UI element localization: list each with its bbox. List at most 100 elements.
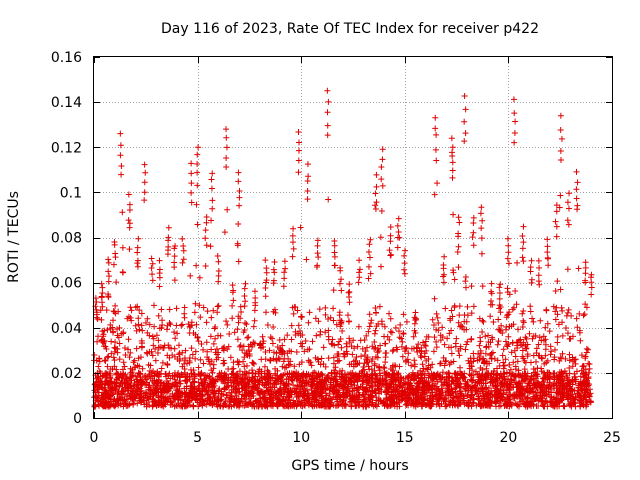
data-point bbox=[334, 353, 341, 360]
data-point bbox=[315, 254, 322, 261]
data-point bbox=[215, 349, 222, 356]
data-point bbox=[445, 344, 452, 351]
data-point bbox=[332, 394, 339, 401]
data-point bbox=[225, 343, 232, 350]
data-point bbox=[520, 308, 527, 315]
data-point bbox=[214, 309, 221, 316]
data-point bbox=[575, 384, 582, 391]
data-point bbox=[432, 372, 439, 379]
data-point bbox=[99, 373, 106, 380]
data-point bbox=[346, 339, 353, 346]
data-point bbox=[548, 389, 555, 396]
data-point bbox=[388, 380, 395, 387]
data-point bbox=[273, 356, 280, 363]
data-point bbox=[181, 366, 188, 373]
data-point bbox=[287, 399, 294, 406]
data-point bbox=[240, 329, 247, 336]
data-point bbox=[577, 373, 584, 380]
data-point bbox=[378, 208, 385, 215]
data-point bbox=[251, 361, 258, 368]
data-point bbox=[179, 259, 186, 266]
data-point bbox=[315, 318, 322, 325]
data-point bbox=[500, 391, 507, 398]
data-point bbox=[208, 358, 215, 365]
data-point bbox=[138, 387, 145, 394]
data-point bbox=[450, 211, 457, 218]
y-tick-label: 0.08 bbox=[51, 231, 82, 247]
data-point bbox=[470, 350, 477, 357]
data-point bbox=[364, 359, 371, 366]
data-point bbox=[406, 386, 413, 393]
data-point bbox=[215, 272, 222, 279]
data-point bbox=[291, 363, 298, 370]
data-point bbox=[214, 253, 221, 260]
data-point bbox=[506, 361, 513, 368]
data-point bbox=[163, 373, 170, 380]
data-point bbox=[293, 349, 300, 356]
data-point bbox=[448, 350, 455, 357]
data-point bbox=[236, 202, 243, 209]
data-point bbox=[117, 130, 124, 137]
data-point bbox=[487, 398, 494, 405]
data-point bbox=[264, 398, 271, 405]
data-point bbox=[575, 265, 582, 272]
data-point bbox=[158, 306, 165, 313]
data-point bbox=[405, 394, 412, 401]
data-point bbox=[289, 377, 296, 384]
data-point bbox=[387, 315, 394, 322]
data-point bbox=[118, 171, 125, 178]
data-point bbox=[126, 206, 133, 213]
data-point bbox=[506, 403, 513, 410]
data-point bbox=[357, 337, 364, 344]
data-point bbox=[465, 357, 472, 364]
data-point bbox=[281, 269, 288, 276]
data-point bbox=[295, 139, 302, 146]
data-point bbox=[511, 395, 518, 402]
data-point bbox=[136, 363, 143, 370]
data-point bbox=[371, 339, 378, 346]
data-point bbox=[435, 320, 442, 327]
data-point bbox=[418, 348, 425, 355]
data-point bbox=[207, 399, 214, 406]
data-point bbox=[479, 283, 486, 290]
data-point bbox=[457, 345, 464, 352]
data-point bbox=[306, 309, 313, 316]
data-point bbox=[387, 224, 394, 231]
data-point bbox=[477, 350, 484, 357]
data-point bbox=[115, 402, 122, 409]
data-point bbox=[325, 196, 332, 203]
data-point bbox=[483, 384, 490, 391]
data-point bbox=[306, 398, 313, 405]
data-point bbox=[134, 303, 141, 310]
data-point bbox=[302, 337, 309, 344]
data-point bbox=[193, 262, 200, 269]
data-point bbox=[529, 335, 536, 342]
data-point bbox=[94, 316, 101, 323]
data-point bbox=[299, 340, 306, 347]
data-point bbox=[387, 252, 394, 259]
data-point bbox=[209, 369, 216, 376]
data-point bbox=[323, 374, 330, 381]
data-point bbox=[386, 247, 393, 254]
data-point bbox=[214, 332, 221, 339]
data-point bbox=[456, 303, 463, 310]
data-point bbox=[178, 322, 185, 329]
data-point bbox=[462, 278, 469, 285]
data-point bbox=[564, 266, 571, 273]
data-point bbox=[394, 385, 401, 392]
data-point bbox=[539, 392, 546, 399]
data-point bbox=[550, 374, 557, 381]
data-point bbox=[455, 233, 462, 240]
data-point bbox=[267, 374, 274, 381]
data-point bbox=[173, 305, 180, 312]
data-point bbox=[460, 374, 467, 381]
data-point bbox=[439, 324, 446, 331]
data-point bbox=[338, 320, 345, 327]
data-point bbox=[472, 387, 479, 394]
data-point bbox=[304, 395, 311, 402]
data-point bbox=[291, 389, 298, 396]
data-point bbox=[279, 342, 286, 349]
data-point bbox=[105, 259, 112, 266]
data-point bbox=[194, 169, 201, 176]
data-point bbox=[139, 327, 146, 334]
